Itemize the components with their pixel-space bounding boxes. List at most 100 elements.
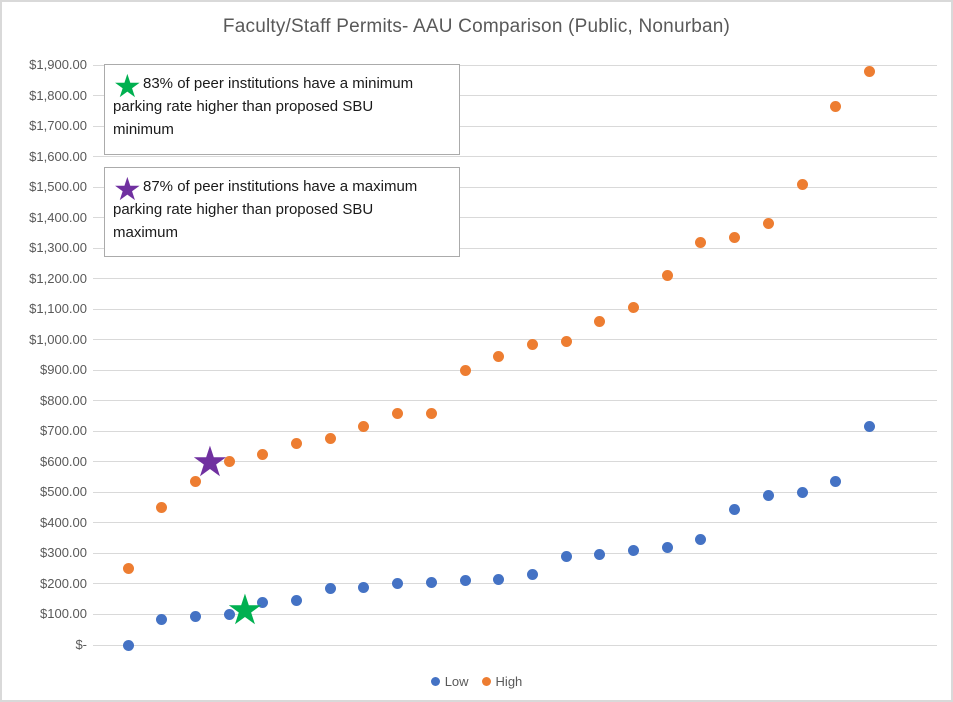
data-point-high (291, 438, 302, 450)
data-point-high (560, 335, 572, 347)
gridline (93, 278, 937, 280)
data-point-high (526, 338, 538, 350)
data-point-high (156, 502, 168, 514)
y-axis-tick-label: $1,300.00 (29, 240, 87, 256)
data-point-low (291, 595, 302, 607)
gridline (93, 400, 937, 402)
data-point-high (796, 178, 808, 190)
data-point-high (425, 407, 437, 419)
y-axis-tick-label: $1,400.00 (29, 209, 87, 225)
legend: Low High (2, 671, 951, 691)
data-point-high (257, 448, 269, 460)
data-point-high (863, 65, 875, 77)
data-point-low (695, 534, 707, 546)
y-axis-tick-label: $1,200.00 (29, 270, 87, 286)
data-point-high (628, 302, 639, 314)
data-point-low (762, 489, 774, 501)
annotation-minimum-text: 83% of peer institutions have a minimum … (113, 75, 414, 138)
gridline (93, 125, 937, 127)
legend-label: High (495, 673, 523, 689)
data-point-low (661, 541, 673, 553)
gridline (93, 339, 937, 341)
data-point-high (392, 407, 404, 419)
data-point-high (324, 433, 336, 445)
y-axis-tick-label: $900.00 (40, 362, 87, 378)
data-point-high (695, 236, 707, 248)
y-axis-tick-label: $1,100.00 (29, 301, 87, 317)
data-point-low (729, 503, 741, 515)
data-point-low (493, 573, 505, 585)
gridline (93, 552, 937, 554)
y-axis-tick-label: $600.00 (40, 453, 87, 469)
data-point-high (189, 476, 201, 488)
y-axis-tick-label: $400.00 (40, 514, 87, 530)
gridline (93, 613, 937, 615)
gridline (93, 95, 937, 97)
gridline (93, 217, 937, 219)
chart-title: Faculty/Staff Permits- AAU Comparison (P… (222, 16, 731, 37)
y-axis-tick-label: $1,800.00 (29, 87, 87, 103)
gridline (93, 430, 937, 432)
proposed-sbu-minimum-star-icon: ★ (226, 584, 264, 634)
data-point-low (628, 544, 639, 556)
gridline (93, 369, 937, 371)
data-point-low (863, 421, 875, 433)
data-point-low (560, 550, 572, 562)
gridline (93, 247, 937, 249)
legend-marker-high (481, 676, 491, 686)
data-point-high (661, 270, 673, 282)
y-axis-tick-label: $100.00 (40, 606, 87, 622)
gridline (93, 491, 937, 493)
y-axis-tick-label: $200.00 (40, 575, 87, 591)
gridline (93, 583, 937, 585)
data-point-low (358, 581, 370, 593)
data-point-low (594, 549, 606, 561)
data-point-high (594, 315, 606, 327)
data-point-high (493, 351, 505, 363)
gridline (93, 156, 937, 158)
data-point-low (425, 576, 437, 588)
annotation-minimum-note: ★83% of peer institutions have a minimum… (104, 64, 460, 155)
data-point-high (830, 100, 842, 112)
y-axis-tick-label: $300.00 (40, 545, 87, 561)
data-point-low (392, 578, 404, 590)
gridline (93, 522, 937, 524)
data-point-low (257, 596, 269, 608)
data-point-low (324, 583, 336, 595)
legend-marker-low (430, 676, 440, 686)
y-axis-tick-label: $1,500.00 (29, 179, 87, 195)
y-axis-tick-label: $800.00 (40, 392, 87, 408)
data-point-low (223, 608, 235, 620)
annotation-maximum-note: ★87% of peer institutions have a maximum… (104, 167, 460, 257)
gridline (93, 308, 937, 310)
data-point-low (796, 486, 808, 498)
annotation-maximum-text: 87% of peer institutions have a maximum … (113, 178, 418, 241)
gridline (93, 64, 937, 66)
y-axis-tick-label: $1,700.00 (29, 118, 87, 134)
legend-item-low: Low (430, 673, 469, 689)
gridline (93, 644, 937, 646)
legend-label: Low (444, 673, 469, 689)
proposed-sbu-maximum-star-icon: ★ (191, 436, 229, 486)
y-axis-tick-label: $1,000.00 (29, 331, 87, 347)
y-axis-tick-label: $- (75, 637, 87, 652)
data-point-low (830, 476, 842, 488)
y-axis-tick-label: $1,600.00 (29, 148, 87, 164)
legend-item-high: High (481, 673, 523, 689)
y-axis-tick-label: $1,900.00 (29, 57, 87, 72)
data-point-high (358, 421, 370, 433)
y-axis-tick-label: $700.00 (40, 423, 87, 439)
gridline (93, 461, 937, 463)
data-point-high (223, 456, 235, 468)
data-point-low (459, 575, 471, 587)
data-point-low (189, 610, 201, 622)
data-point-low (156, 613, 168, 625)
y-axis-tick-label: $500.00 (40, 484, 87, 500)
gridline (93, 186, 937, 188)
data-point-high (762, 218, 774, 230)
data-point-high (122, 563, 134, 575)
data-point-low (526, 569, 538, 581)
data-point-high (729, 231, 741, 243)
data-point-low (122, 639, 134, 651)
